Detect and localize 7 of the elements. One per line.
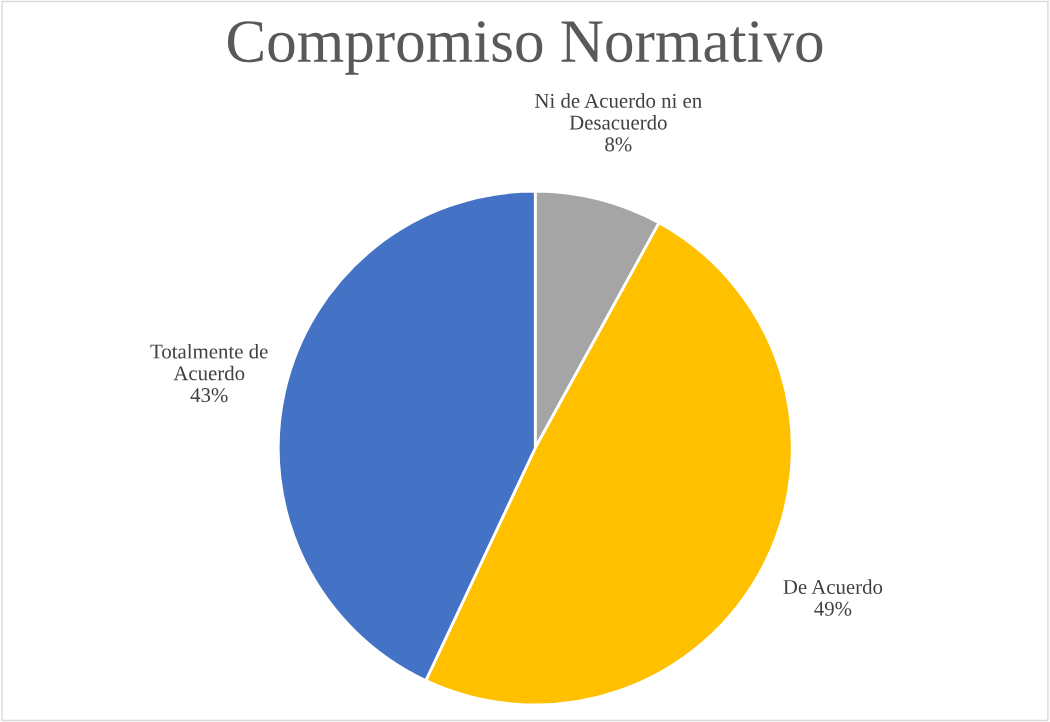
slice-label: Totalmente de Acuerdo bbox=[150, 343, 268, 381]
data-label: 49% bbox=[814, 601, 852, 616]
data-label: 43% bbox=[190, 388, 228, 403]
chart-title: Compromiso Normativo bbox=[227, 21, 823, 75]
data-label: 8% bbox=[605, 137, 632, 152]
slice-label: De Acuerdo bbox=[783, 579, 883, 594]
slice-label: Ni de Acuerdo ni en Desacuerdo bbox=[535, 93, 702, 130]
